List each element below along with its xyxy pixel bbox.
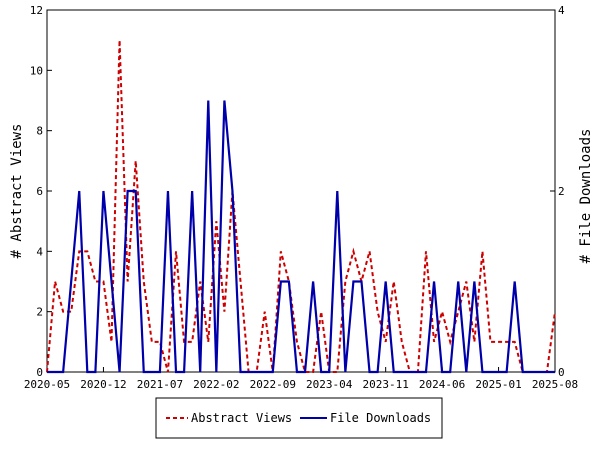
x-tick-label: 2021-07 — [137, 378, 183, 391]
series-layer — [46, 40, 556, 374]
x-tick-label: 2024-06 — [419, 378, 465, 391]
x-tick-label: 2023-11 — [362, 378, 408, 391]
left-tick-label: 4 — [36, 245, 43, 258]
legend-label-abstract-views: Abstract Views — [191, 411, 292, 425]
right-tick-label: 4 — [558, 4, 565, 17]
left-tick-label: 8 — [36, 125, 43, 138]
x-tick-label: 2025-08 — [532, 378, 578, 391]
left-axis-ticks: 0 2 4 6 8 10 12 — [30, 4, 52, 379]
left-tick-label: 6 — [36, 185, 43, 198]
x-tick-label: 2022-02 — [193, 378, 239, 391]
legend-label-file-downloads: File Downloads — [330, 411, 431, 425]
right-tick-label: 0 — [558, 366, 565, 379]
left-axis-title: # Abstract Views — [9, 124, 25, 259]
left-tick-label: 2 — [36, 306, 43, 319]
x-tick-label: 2022-09 — [250, 378, 296, 391]
series-line-file-downloads — [47, 100, 555, 374]
right-axis-title: # File Downloads — [578, 129, 594, 264]
x-axis-ticks: 2020-05 2020-12 2021-07 2022-02 2022-09 2023-… — [24, 367, 578, 391]
left-tick-label: 0 — [36, 366, 43, 379]
left-tick-label: 10 — [30, 64, 43, 77]
legend: Abstract Views File Downloads — [155, 397, 443, 439]
x-tick-label: 2023-04 — [306, 378, 353, 391]
left-tick-label: 12 — [30, 4, 43, 17]
x-tick-label: 2025-01 — [475, 378, 521, 391]
x-tick-label: 2020-12 — [80, 378, 126, 391]
right-tick-label: 2 — [558, 185, 565, 198]
x-tick-label: 2020-05 — [24, 378, 70, 391]
plot-area — [46, 9, 556, 373]
legend-box — [155, 397, 443, 439]
